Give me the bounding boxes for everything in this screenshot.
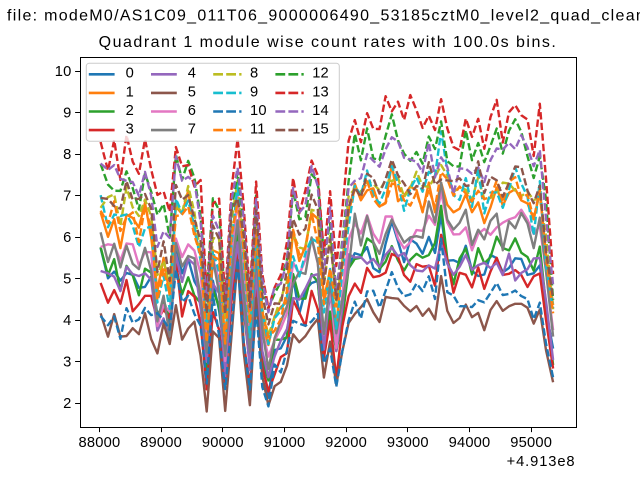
svg-text:90000: 90000	[202, 435, 244, 451]
svg-text:4: 4	[63, 313, 71, 329]
svg-text:10: 10	[55, 64, 72, 80]
svg-text:0: 0	[126, 66, 134, 82]
svg-text:7: 7	[188, 122, 196, 138]
svg-text:15: 15	[312, 122, 329, 138]
svg-text:91000: 91000	[264, 435, 306, 451]
svg-text:94000: 94000	[449, 435, 491, 451]
svg-text:12: 12	[312, 66, 329, 82]
svg-text:4: 4	[188, 66, 196, 82]
svg-text:9: 9	[250, 84, 258, 100]
svg-text:3: 3	[63, 354, 71, 370]
svg-text:14: 14	[312, 103, 329, 119]
svg-text:Quadrant 1 module wise count r: Quadrant 1 module wise count rates with …	[99, 34, 558, 51]
svg-text:89000: 89000	[140, 435, 182, 451]
svg-text:88000: 88000	[78, 435, 120, 451]
svg-text:93000: 93000	[387, 435, 429, 451]
svg-text:7: 7	[63, 188, 71, 204]
svg-text:1: 1	[126, 84, 134, 100]
svg-text:5: 5	[63, 271, 71, 287]
svg-text:3: 3	[126, 122, 134, 138]
svg-text:8: 8	[250, 66, 258, 82]
svg-text:6: 6	[63, 230, 71, 246]
svg-text:9: 9	[63, 105, 71, 121]
svg-text:+4.913e8: +4.913e8	[507, 454, 576, 470]
svg-text:10: 10	[250, 103, 267, 119]
svg-text:6: 6	[188, 103, 196, 119]
svg-text:13: 13	[312, 84, 329, 100]
svg-text:95000: 95000	[510, 435, 552, 451]
svg-text:2: 2	[63, 396, 71, 412]
svg-text:5: 5	[188, 84, 196, 100]
svg-text:2: 2	[126, 103, 134, 119]
svg-text:8: 8	[63, 147, 71, 163]
svg-text:92000: 92000	[325, 435, 367, 451]
svg-text:11: 11	[250, 122, 266, 138]
svg-text:n file: modeM0/AS1C09_011T06_9: n file: modeM0/AS1C09_011T06_9000006490_…	[0, 8, 640, 25]
